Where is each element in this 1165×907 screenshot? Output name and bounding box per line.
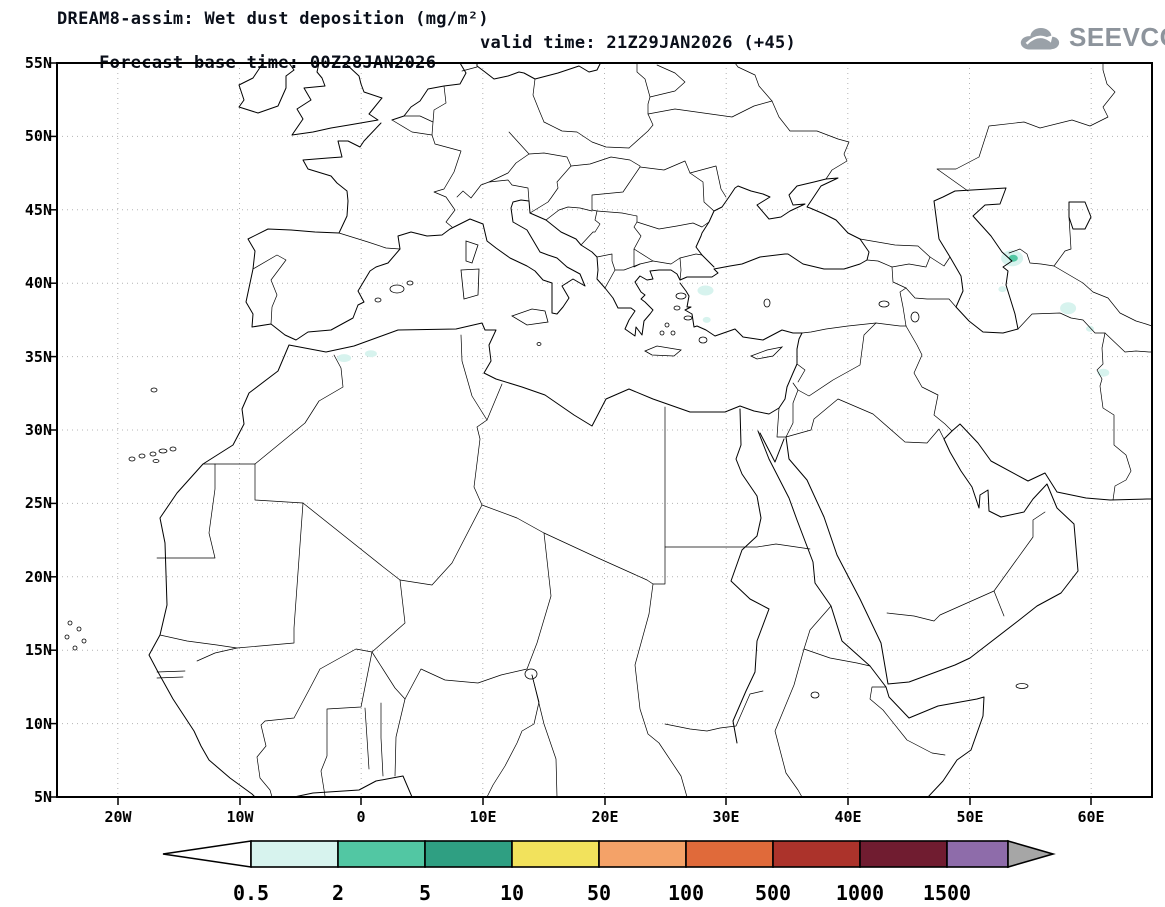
- deposition-spot: [1008, 254, 1018, 262]
- coastlines-group: [148, 63, 1152, 797]
- lon-label: 60E: [1077, 808, 1104, 826]
- lon-label: 20W: [104, 808, 132, 826]
- lon-label: 40E: [834, 808, 861, 826]
- aral-sea: [1068, 201, 1092, 230]
- coastline-turkey-aegean-south: [679, 282, 803, 341]
- legend-tick-label: 5: [419, 881, 431, 905]
- lon-axis-labels: 20W 10W 0 10E 20E 30E 40E 50E 60E: [104, 808, 1104, 826]
- coastline-north-sea: [391, 63, 467, 121]
- lat-label: 45N: [25, 201, 52, 219]
- legend-tick-label: 0.5: [233, 881, 269, 905]
- lat-label: 40N: [25, 274, 52, 292]
- lon-label: 30E: [712, 808, 739, 826]
- deposition-spot: [1060, 302, 1077, 315]
- coastline-baltic: [476, 63, 601, 80]
- legend-cell: [511, 840, 600, 868]
- legend-tick-label: 1500: [923, 881, 971, 905]
- lon-label: 10E: [469, 808, 496, 826]
- legend-cell: [772, 840, 861, 868]
- lat-label: 10N: [25, 715, 52, 733]
- borders-group: [156, 63, 1152, 797]
- page-title: DREAM8-assim: Wet dust deposition (mg/m²…: [57, 9, 489, 29]
- cloud-icon: [1020, 27, 1060, 49]
- lat-label: 5N: [34, 788, 52, 806]
- lat-label: 25N: [25, 494, 52, 512]
- deposition-spot: [1097, 368, 1110, 377]
- lat-label: 35N: [25, 348, 52, 366]
- deposition-spot: [697, 285, 714, 296]
- legend-tick-label: 500: [755, 881, 791, 905]
- color-scale-legend: 0.5 2 5 10 50 100 500 1000 1500: [162, 839, 1056, 905]
- legend-cell: [598, 840, 687, 868]
- legend-cell: [859, 840, 948, 868]
- logo-text: SEEVCCC: [1069, 22, 1165, 52]
- seevccc-logo: SEEVCCC: [1016, 22, 1165, 53]
- lon-label: 50E: [956, 808, 983, 826]
- coastline-gulf-of-guinea: [293, 775, 413, 797]
- legend-arrow-right: [1007, 839, 1056, 869]
- legend-arrow-left: [162, 840, 252, 868]
- map-frame: [56, 62, 1153, 798]
- coastline-west-africa-mediterranean: [148, 322, 803, 797]
- legend-cell: [685, 840, 774, 868]
- legend-cell: [337, 840, 426, 868]
- legend-tick-label: 1000: [836, 881, 884, 905]
- lat-label: 15N: [25, 641, 52, 659]
- legend-cell: [250, 840, 339, 868]
- legend-tick-label: 100: [668, 881, 704, 905]
- coastline-britain: [291, 63, 383, 136]
- lat-label: 30N: [25, 421, 52, 439]
- lat-label: 50N: [25, 127, 52, 145]
- lat-label: 20N: [25, 568, 52, 586]
- graticule: [57, 63, 1152, 797]
- legend-cell: [424, 840, 513, 868]
- deposition-spots-group: [337, 250, 1110, 377]
- map-area: [57, 63, 1152, 797]
- lon-label: 0: [356, 808, 365, 826]
- deposition-spot: [998, 286, 1007, 293]
- legend-tick-label: 10: [500, 881, 524, 905]
- legend-tick-label: 50: [587, 881, 611, 905]
- valid-time: valid time: 21Z29JAN2026 (+45): [480, 33, 797, 53]
- islands-group: [64, 240, 1029, 689]
- legend-cell: [946, 840, 1009, 868]
- coastline-red-sea-africa-horn: [757, 430, 985, 797]
- lon-label: 20E: [591, 808, 618, 826]
- deposition-spot: [364, 350, 377, 358]
- deposition-spot: [337, 354, 352, 363]
- lakes-group: [524, 298, 920, 699]
- lat-axis-labels: 55N 50N 45N 40N 35N 30N 25N 20N 15N 10N …: [25, 54, 52, 806]
- lon-label: 10W: [226, 808, 254, 826]
- legend-tick-label: 2: [332, 881, 344, 905]
- coastline-ireland: [238, 63, 295, 114]
- river-nile: [730, 408, 770, 744]
- caspian-sea: [933, 187, 1019, 334]
- axis-ticks: [49, 62, 1092, 805]
- coastline-europe-mediterranean-blacksea: [245, 122, 870, 341]
- deposition-spot: [702, 316, 711, 323]
- coastline-sinai: [759, 432, 785, 463]
- coastline-arabia-gulfs-iran: [785, 423, 1152, 685]
- lat-label: 55N: [25, 54, 52, 72]
